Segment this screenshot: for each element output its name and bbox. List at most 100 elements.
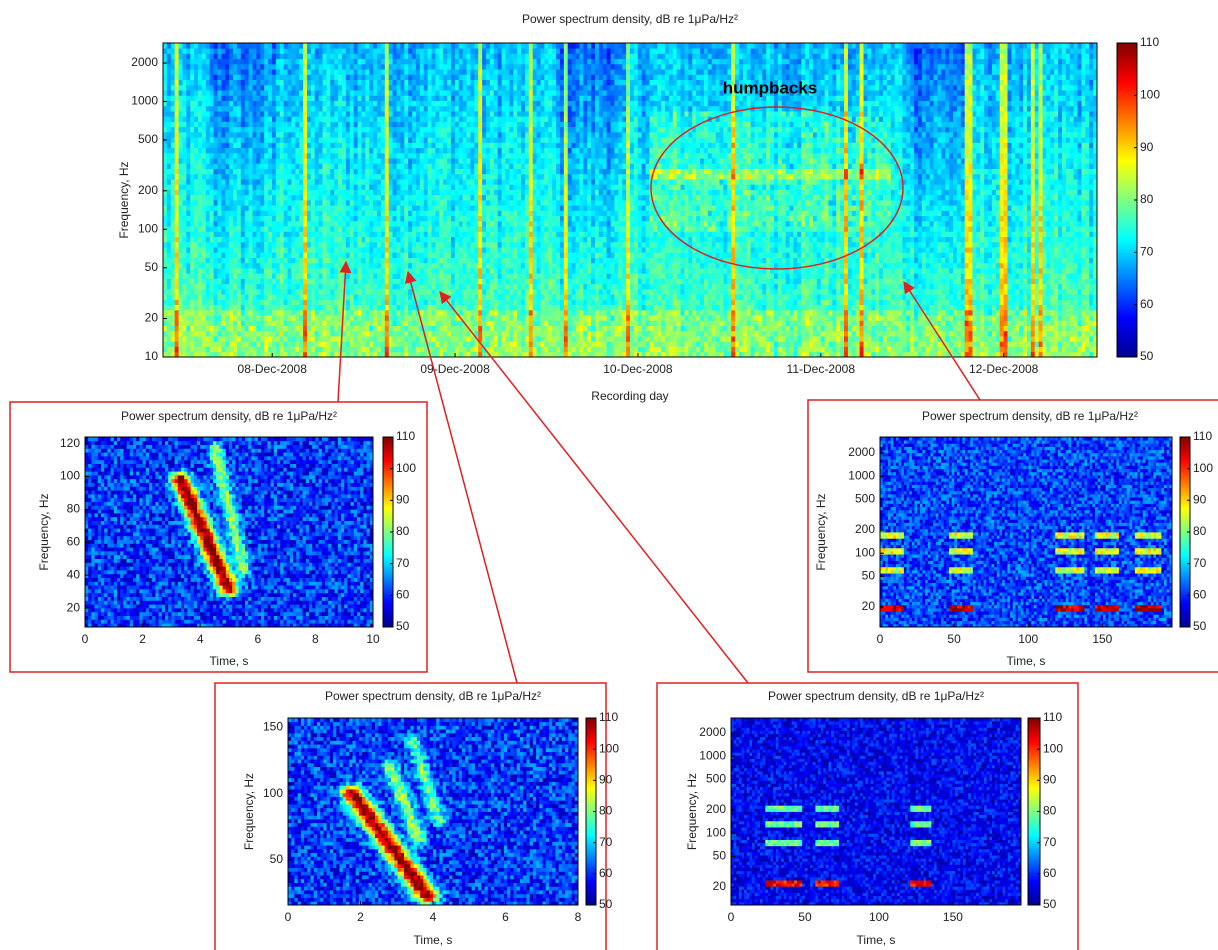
spectrogram-cell [454,336,460,342]
spectrogram-cell [396,351,401,358]
spectrogram-cell [470,273,475,279]
spectrogram-cell [470,142,475,149]
spectrogram-cell [345,179,351,185]
spectrogram-cell [279,226,285,232]
spectrogram-cell [198,351,203,358]
spectrogram-cell [486,346,491,353]
spectrogram-cell [194,315,199,321]
spectrogram-cell [447,351,452,358]
spectrogram-cell [443,220,448,227]
spectrogram-cell [482,252,487,258]
spectrogram-cell [256,320,261,326]
spectrogram-cell [412,252,417,258]
spectrogram-cell [240,351,246,358]
spectrogram-cell [233,84,238,91]
spectrogram-cell [408,53,413,60]
spectrogram-cell [240,215,246,222]
spectrogram-cell [377,48,382,54]
spectrogram-cell [240,278,246,285]
spectrogram-cell [221,257,226,264]
spectrogram-cell [380,315,386,321]
spectrogram-cell [264,173,269,180]
spectrogram-cell [450,58,456,65]
spectrogram-cell [357,131,362,138]
spectrogram-cell [365,205,370,211]
spectrogram-cell [415,330,421,337]
spectrogram-cell [264,304,269,311]
spectrogram-cell [190,236,195,243]
spectrogram-cell [322,268,327,274]
spectrogram-cell [194,346,199,353]
spectrogram-cell [182,194,187,201]
spectrogram-cell [384,43,390,49]
spectrogram-cell [412,163,417,169]
spectrogram-cell [431,241,436,248]
spectrogram-cell [186,84,191,91]
spectrogram-cell [233,278,238,285]
spectrogram-cell [338,105,343,112]
spectrogram-cell [178,137,183,143]
spectrogram-cell [248,315,253,321]
spectrogram-cell [404,147,409,154]
spectrogram-cell [388,220,394,227]
spectrogram-cell [365,330,370,337]
spectrogram-cell [213,241,218,248]
spectrogram-cell [408,309,413,316]
spectrogram-cell [248,299,253,306]
spectrogram-cell [377,205,382,211]
spectrogram-cell [260,53,265,60]
spectrogram-cell [248,137,253,143]
spectrogram-cell [303,116,308,122]
spectrogram-cell [458,226,464,232]
spectrogram-cell [174,288,179,295]
spectrogram-cell [345,320,351,326]
spectrogram-cell [443,252,448,258]
spectrogram-cell [349,226,355,232]
spectrogram-cell [163,320,168,326]
spectrogram-cell [423,189,429,196]
spectrogram-cell [415,236,421,243]
spectrogram-cell [373,215,378,222]
spectrogram-cell [458,273,464,279]
spectrogram-cell [170,273,176,279]
spectrogram-cell [314,131,320,138]
spectrogram-cell [474,294,479,300]
spectrogram-cell [357,126,362,133]
spectrogram-cell [369,137,374,143]
spectrogram-cell [334,309,339,316]
spectrogram-cell [213,111,218,117]
spectrogram-cell [353,184,358,190]
spectrogram-cell [357,215,362,222]
spectrogram-cell [388,121,394,128]
spectrogram-cell [291,252,296,258]
spectrogram-cell [186,252,191,258]
spectrogram-cell [213,163,218,169]
spectrogram-cell [349,163,355,169]
spectrogram-cell [353,58,358,65]
spectrogram-cell [384,95,390,101]
spectrogram-cell [291,215,296,222]
spectrogram-cell [353,315,358,321]
spectrogram-cell [342,205,347,211]
spectrogram-cell [318,142,323,149]
spectrogram-cell [377,294,382,300]
spectrogram-cell [318,278,323,285]
spectrogram-cell [264,351,269,358]
spectrogram-cell [361,351,366,358]
spectrogram-cell [482,48,487,54]
spectrogram-cell [435,220,440,227]
spectrogram-cell [303,100,308,107]
spectrogram-cell [462,189,467,196]
spectrogram-cell [244,220,250,227]
spectrogram-cell [190,315,195,321]
spectrogram-cell [260,100,265,107]
spectrogram-cell [419,189,425,196]
spectrogram-cell [482,147,487,154]
spectrogram-cell [470,43,475,49]
spectrogram-cell [380,278,386,285]
spectrogram-cell [166,294,172,300]
spectrogram-cell [450,179,456,185]
spectrogram-cell [252,131,257,138]
spectrogram-cell [182,58,187,65]
spectrogram-cell [415,325,421,332]
